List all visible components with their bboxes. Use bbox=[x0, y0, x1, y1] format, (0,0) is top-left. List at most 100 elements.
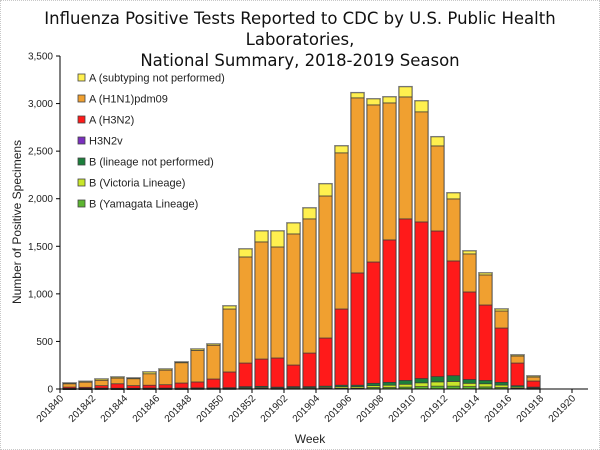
bar-stack-201843 bbox=[110, 376, 125, 390]
bar-stack-201901 bbox=[270, 230, 285, 390]
bar-segment-a-h1n1-pdm09 bbox=[366, 104, 381, 263]
bar-stack-201846 bbox=[158, 368, 173, 390]
bar-segment-a-subtyping-not-performed- bbox=[398, 86, 413, 98]
bar-segment-a-h3n2- bbox=[286, 364, 301, 387]
bar-segment-a-h3n2- bbox=[222, 371, 237, 389]
bar-stack-201852 bbox=[254, 230, 269, 390]
bar-segment-a-h1n1-pdm09 bbox=[302, 218, 317, 354]
bar-stack-201851 bbox=[238, 248, 253, 390]
bar-segment-a-subtyping-not-performed- bbox=[78, 381, 93, 383]
bar-stack-201914 bbox=[478, 272, 493, 390]
bar-segment-a-h3n2- bbox=[366, 261, 381, 384]
y-axis: 0 500 1,000 1,500 2,000 2,500 3,000 3,500 bbox=[28, 52, 61, 396]
bar-segment-a-subtyping-not-performed- bbox=[270, 230, 285, 248]
bar-stack-201902 bbox=[286, 222, 301, 390]
bar-stack-201842 bbox=[94, 378, 109, 390]
y-tick-label: 2,500 bbox=[28, 147, 53, 158]
bar-stack-201903 bbox=[302, 207, 317, 390]
bar-segment-a-h1n1-pdm09 bbox=[478, 274, 493, 306]
bar-segment-b-lineage-not-performed- bbox=[366, 382, 381, 387]
x-tick-label: 201916 bbox=[483, 393, 515, 425]
legend-item: A (subtyping not performed) bbox=[77, 73, 225, 85]
bar-stack-201916 bbox=[510, 354, 525, 390]
bar-segment-a-h3n2- bbox=[158, 384, 173, 389]
legend-label: B (lineage not performed) bbox=[89, 157, 214, 169]
bar-stack-201844 bbox=[126, 377, 141, 390]
bar-segment-b-victoria-lineage- bbox=[414, 382, 429, 387]
bar-segment-a-h3n2- bbox=[206, 378, 221, 389]
bar-segment-a-subtyping-not-performed- bbox=[510, 354, 525, 357]
legend-item: B (lineage not performed) bbox=[77, 157, 214, 169]
bar-segment-a-h3n2- bbox=[446, 260, 461, 377]
bar-stack-201911 bbox=[430, 135, 445, 390]
legend-item: A (H1N1)pdm09 bbox=[77, 94, 168, 106]
legend-swatch bbox=[77, 178, 86, 187]
y-tick-label: 500 bbox=[36, 337, 53, 348]
bar-segment-a-subtyping-not-performed- bbox=[94, 378, 109, 381]
legend-item: A (H3N2) bbox=[77, 115, 134, 127]
bar-segment-b-lineage-not-performed- bbox=[398, 380, 413, 385]
legend-label: B (Victoria Lineage) bbox=[89, 178, 185, 190]
x-tick-label: 201918 bbox=[515, 393, 547, 425]
bar-segment-a-h3n2- bbox=[174, 382, 189, 389]
bar-segment-a-subtyping-not-performed- bbox=[158, 368, 173, 371]
bar-segment-a-subtyping-not-performed- bbox=[142, 371, 157, 375]
bar-segment-a-subtyping-not-performed- bbox=[206, 343, 221, 346]
bars-group bbox=[62, 85, 541, 390]
legend-item: B (Victoria Lineage) bbox=[77, 178, 185, 190]
bar-stack-201909 bbox=[398, 85, 413, 390]
y-tick-label: 3,000 bbox=[28, 99, 53, 110]
legend-swatch bbox=[77, 94, 86, 103]
legend-item: H3N2v bbox=[77, 136, 123, 148]
x-tick-label: 201842 bbox=[67, 393, 99, 425]
bar-segment-b-victoria-lineage- bbox=[398, 383, 413, 388]
bar-stack-201845 bbox=[142, 371, 157, 390]
bar-segment-a-h1n1-pdm09 bbox=[190, 350, 205, 383]
bar-segment-b-victoria-lineage- bbox=[462, 382, 477, 387]
bar-segment-a-h1n1-pdm09 bbox=[206, 344, 221, 380]
bar-stack-201907 bbox=[366, 98, 381, 390]
bar-segment-b-victoria-lineage- bbox=[382, 384, 397, 388]
bar-segment-a-subtyping-not-performed- bbox=[174, 361, 189, 364]
x-tick-label: 201904 bbox=[291, 393, 323, 425]
bar-segment-a-h3n2- bbox=[430, 230, 445, 377]
legend-swatch bbox=[77, 199, 86, 208]
bar-segment-a-h1n1-pdm09 bbox=[286, 233, 301, 366]
bar-segment-b-lineage-not-performed- bbox=[430, 376, 445, 383]
bar-segment-a-subtyping-not-performed- bbox=[446, 192, 461, 200]
bar-segment-b-lineage-not-performed- bbox=[446, 375, 461, 382]
x-tick-label: 201914 bbox=[451, 393, 483, 425]
bar-segment-a-subtyping-not-performed- bbox=[110, 376, 125, 379]
x-tick-label: 201912 bbox=[419, 393, 451, 425]
bar-segment-a-subtyping-not-performed- bbox=[382, 96, 397, 104]
chart-title-line2: National Summary, 2018-2019 Season bbox=[140, 51, 460, 70]
bar-segment-b-lineage-not-performed- bbox=[478, 380, 493, 385]
bar-segment-a-h3n2- bbox=[494, 327, 509, 383]
bar-segment-a-subtyping-not-performed- bbox=[414, 100, 429, 113]
x-tick-label: 201902 bbox=[259, 393, 291, 425]
legend-item: B (Yamagata Lineage) bbox=[77, 199, 198, 211]
bar-segment-b-victoria-lineage- bbox=[446, 381, 461, 387]
x-tick-label: 201920 bbox=[547, 393, 579, 425]
x-tick-label: 201846 bbox=[131, 393, 163, 425]
bar-segment-a-h1n1-pdm09 bbox=[222, 308, 237, 373]
bar-stack-201847 bbox=[174, 361, 189, 390]
bar-segment-a-h1n1-pdm09 bbox=[382, 102, 397, 241]
legend-swatch bbox=[77, 136, 86, 145]
y-tick-label: 3,500 bbox=[28, 52, 53, 63]
bar-segment-a-h1n1-pdm09 bbox=[174, 362, 189, 384]
bar-segment-a-subtyping-not-performed- bbox=[318, 183, 333, 197]
bar-segment-a-subtyping-not-performed- bbox=[302, 207, 317, 220]
bar-segment-a-h1n1-pdm09 bbox=[414, 111, 429, 223]
bar-segment-a-h3n2- bbox=[190, 381, 205, 389]
bar-segment-a-h1n1-pdm09 bbox=[254, 241, 269, 360]
x-tick-label: 201910 bbox=[387, 393, 419, 425]
bar-segment-a-h3n2- bbox=[414, 221, 429, 379]
bar-segment-a-h1n1-pdm09 bbox=[446, 198, 461, 262]
bar-segment-a-h1n1-pdm09 bbox=[398, 96, 413, 220]
legend: A (subtyping not performed) A (H1N1)pdm09… bbox=[77, 73, 225, 211]
bar-segment-a-subtyping-not-performed- bbox=[238, 248, 253, 258]
legend-swatch bbox=[77, 157, 86, 166]
bar-segment-a-h1n1-pdm09 bbox=[126, 378, 141, 387]
y-tick-label: 1,500 bbox=[28, 242, 53, 253]
